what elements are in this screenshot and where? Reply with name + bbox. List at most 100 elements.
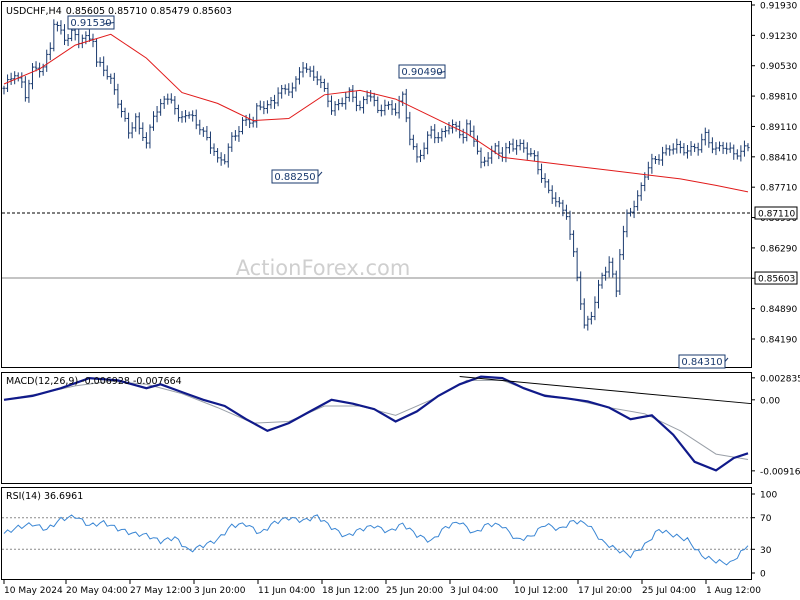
price-bar (237, 126, 241, 142)
price-bar (365, 90, 369, 105)
watermark: ActionForex.com (236, 256, 411, 280)
level-tag-label: 0.87110 (758, 209, 795, 219)
price-bar (248, 113, 252, 128)
price-bar (116, 83, 120, 109)
price-bar (547, 179, 551, 194)
price-bar (34, 61, 38, 72)
price-bar (52, 19, 56, 52)
price-bar (604, 266, 608, 281)
price-bar (141, 122, 145, 142)
price-bar (390, 100, 394, 116)
price-bar (539, 163, 544, 183)
price-bar (618, 249, 622, 295)
price-bar (422, 142, 426, 160)
price-bar (408, 111, 412, 146)
price-bar (643, 172, 647, 192)
price-bar (280, 84, 284, 99)
price-bar (725, 142, 729, 155)
price-bar (205, 125, 209, 141)
price-bar (415, 143, 419, 163)
price-bar (155, 105, 159, 123)
price-bar (732, 144, 736, 160)
price-annotation: 0.84310 (678, 354, 729, 369)
price-bar (308, 66, 312, 78)
price-bar (77, 28, 81, 49)
price-bar (561, 199, 565, 217)
price-bar (536, 151, 540, 175)
price-bar (322, 78, 326, 92)
price-bar (557, 197, 561, 208)
annotation-label: 0.91530 (70, 18, 111, 29)
rsi-axis-label: 100 (760, 491, 777, 501)
price-bar (550, 185, 554, 204)
price-bar (682, 143, 686, 156)
annotation-leader (103, 22, 115, 25)
price-bar (653, 155, 658, 164)
annotation-label: 0.90490 (401, 67, 442, 78)
price-bar (397, 95, 401, 119)
price-bar (262, 101, 266, 115)
macd-line (3, 375, 749, 472)
price-bar (48, 42, 52, 61)
axes: 0.91930 0.91230 0.90530 0.89810 0.89110 0.884… (3, 2, 800, 596)
price-bar (660, 146, 665, 166)
price-bar (87, 29, 92, 42)
price-bar (212, 143, 216, 156)
price-bar (721, 141, 725, 154)
symbol-timeframe: USDCHF,H4 0.85605 0.85710 0.85479 0.85603 (6, 6, 232, 17)
macd-panel-frame (1, 372, 752, 484)
price-bar (13, 71, 17, 85)
price-bar (59, 20, 63, 35)
price-bar (283, 84, 287, 95)
price-bar (703, 127, 707, 146)
price-bar (166, 93, 170, 105)
price-bar (337, 99, 341, 111)
price-bar (728, 142, 732, 153)
price-bar (16, 72, 20, 82)
price-bar (272, 94, 277, 109)
price-bar (543, 173, 547, 188)
price-bar (62, 24, 67, 46)
price-bar (664, 144, 668, 156)
price-bar (515, 139, 519, 155)
price-annotation: 0.91530 (67, 15, 115, 30)
price-bar (315, 71, 319, 86)
price-bar (440, 128, 444, 142)
price-bar (436, 132, 440, 143)
time-axis-label: 11 Jun 04:00 (258, 586, 315, 596)
level-tag (754, 271, 798, 285)
price-bar (411, 134, 415, 150)
price-axis-label: 0.90530 (760, 62, 797, 72)
price-bar (208, 131, 213, 154)
time-axis-label: 1 Aug 12:00 (706, 586, 761, 596)
price-bar (685, 144, 690, 159)
price-bar (226, 143, 230, 168)
price-bar (568, 210, 572, 240)
time-axis-label: 20 May 04:00 (66, 586, 128, 596)
price-bar (258, 100, 262, 111)
price-bar (297, 67, 302, 85)
time-axis-label: 3 Jul 04:00 (450, 586, 499, 596)
price-bar (126, 112, 131, 139)
price-bar (180, 110, 184, 123)
price-bar (657, 154, 661, 165)
price-axis-label: 0.91930 (760, 2, 797, 12)
price-bar (344, 92, 348, 110)
price-bar (401, 91, 405, 106)
price-bar (465, 119, 469, 142)
price-annotation: 0.90490 (398, 64, 446, 79)
price-bar (230, 132, 234, 152)
rsi-panel-frame (1, 487, 752, 580)
price-bar (176, 104, 181, 122)
price-bar (301, 61, 305, 78)
price-bar (504, 142, 508, 163)
price-bar (636, 190, 640, 211)
rsi-line (3, 514, 749, 566)
price-bar (386, 101, 391, 110)
price-bar (119, 99, 124, 118)
price-bar (607, 256, 611, 278)
price-bar (639, 182, 643, 201)
price-axis-label: 0.88410 (760, 153, 797, 163)
price-bar (490, 145, 494, 164)
